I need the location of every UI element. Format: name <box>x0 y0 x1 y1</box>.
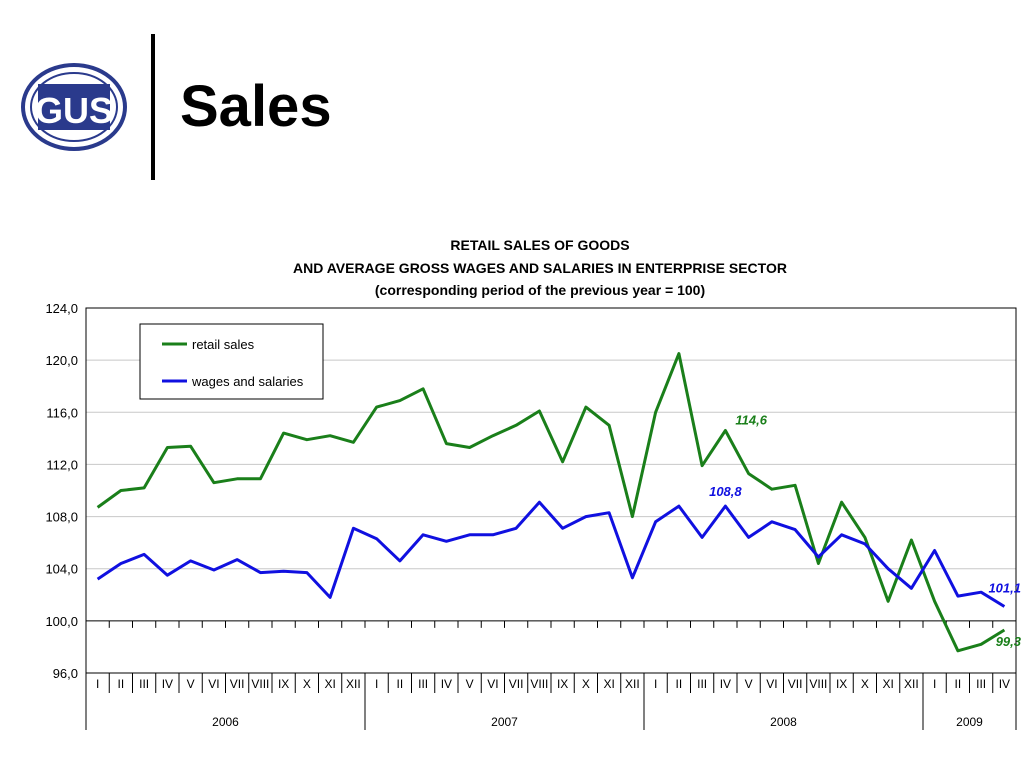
year-label: 2006 <box>212 715 239 729</box>
x-tick-label: VII <box>230 677 245 691</box>
x-tick-label: III <box>976 677 986 691</box>
year-label: 2007 <box>491 715 518 729</box>
legend-box <box>139 323 324 400</box>
x-tick-label: II <box>118 677 125 691</box>
data-label: 99,3 <box>996 634 1022 649</box>
x-tick-label: II <box>676 677 683 691</box>
chart-title-line-2: AND AVERAGE GROSS WAGES AND SALARIES IN … <box>293 260 787 276</box>
data-label: 101,1 <box>988 581 1021 596</box>
chart-title-line-1: RETAIL SALES OF GOODS <box>450 237 630 253</box>
logo-outer-ring <box>21 63 127 151</box>
title-divider <box>151 34 155 180</box>
y-tick-label: 116,0 <box>46 405 78 420</box>
logo-inner-ring <box>30 72 118 142</box>
x-tick-label: XI <box>603 677 614 691</box>
x-tick-label: X <box>861 677 869 691</box>
data-label: 108,8 <box>709 484 742 499</box>
x-tick-label: VIII <box>809 677 827 691</box>
x-tick-label: XII <box>904 677 919 691</box>
x-tick-label: I <box>933 677 936 691</box>
x-tick-label: II <box>397 677 404 691</box>
x-tick-label: VI <box>766 677 777 691</box>
x-tick-label: X <box>303 677 311 691</box>
x-tick-label: I <box>96 677 99 691</box>
x-tick-label: V <box>745 677 753 691</box>
x-tick-label: VII <box>788 677 803 691</box>
y-tick-label: 124,0 <box>45 301 78 316</box>
x-tick-label: III <box>418 677 428 691</box>
x-tick-label: IV <box>999 677 1010 691</box>
x-tick-label: I <box>654 677 657 691</box>
legend-label: wages and salaries <box>191 374 304 389</box>
x-tick-label: V <box>466 677 474 691</box>
x-tick-label: XII <box>625 677 640 691</box>
gus-logo: GUS <box>21 63 127 151</box>
x-tick-label: III <box>697 677 707 691</box>
x-tick-label: IV <box>162 677 173 691</box>
page-title: Sales <box>180 74 332 139</box>
x-tick-label: IX <box>278 677 289 691</box>
x-tick-label: XII <box>346 677 361 691</box>
y-tick-label: 96,0 <box>53 666 78 681</box>
data-label: 114,6 <box>735 413 767 428</box>
y-tick-label: 112,0 <box>46 457 78 472</box>
series-line-wages-and-salaries <box>96 500 1006 608</box>
x-tick-label: IX <box>836 677 847 691</box>
x-tick-label: VI <box>208 677 219 691</box>
x-tick-label: I <box>375 677 378 691</box>
y-tick-label: 104,0 <box>45 562 78 577</box>
legend-label: retail sales <box>192 337 255 352</box>
x-tick-label: IV <box>441 677 452 691</box>
year-label: 2008 <box>770 715 797 729</box>
logo-plate <box>38 84 110 130</box>
chart-title-line-3: (corresponding period of the previous ye… <box>374 282 706 298</box>
series-line-retail-sales <box>96 352 1006 653</box>
x-tick-label: VIII <box>530 677 548 691</box>
x-tick-label: VII <box>509 677 524 691</box>
x-tick-label: VI <box>487 677 498 691</box>
year-label: 2009 <box>956 715 983 729</box>
y-tick-label: 108,0 <box>45 510 78 525</box>
x-tick-label: VIII <box>251 677 269 691</box>
x-tick-label: III <box>139 677 149 691</box>
x-tick-label: V <box>187 677 195 691</box>
x-tick-label: II <box>955 677 962 691</box>
y-tick-label: 120,0 <box>45 353 78 368</box>
x-tick-label: IX <box>557 677 568 691</box>
x-tick-label: X <box>582 677 590 691</box>
x-tick-label: XI <box>882 677 893 691</box>
y-tick-label: 100,0 <box>45 614 78 629</box>
logo-text: GUS <box>35 90 113 131</box>
x-tick-label: XI <box>324 677 335 691</box>
x-tick-label: IV <box>720 677 731 691</box>
